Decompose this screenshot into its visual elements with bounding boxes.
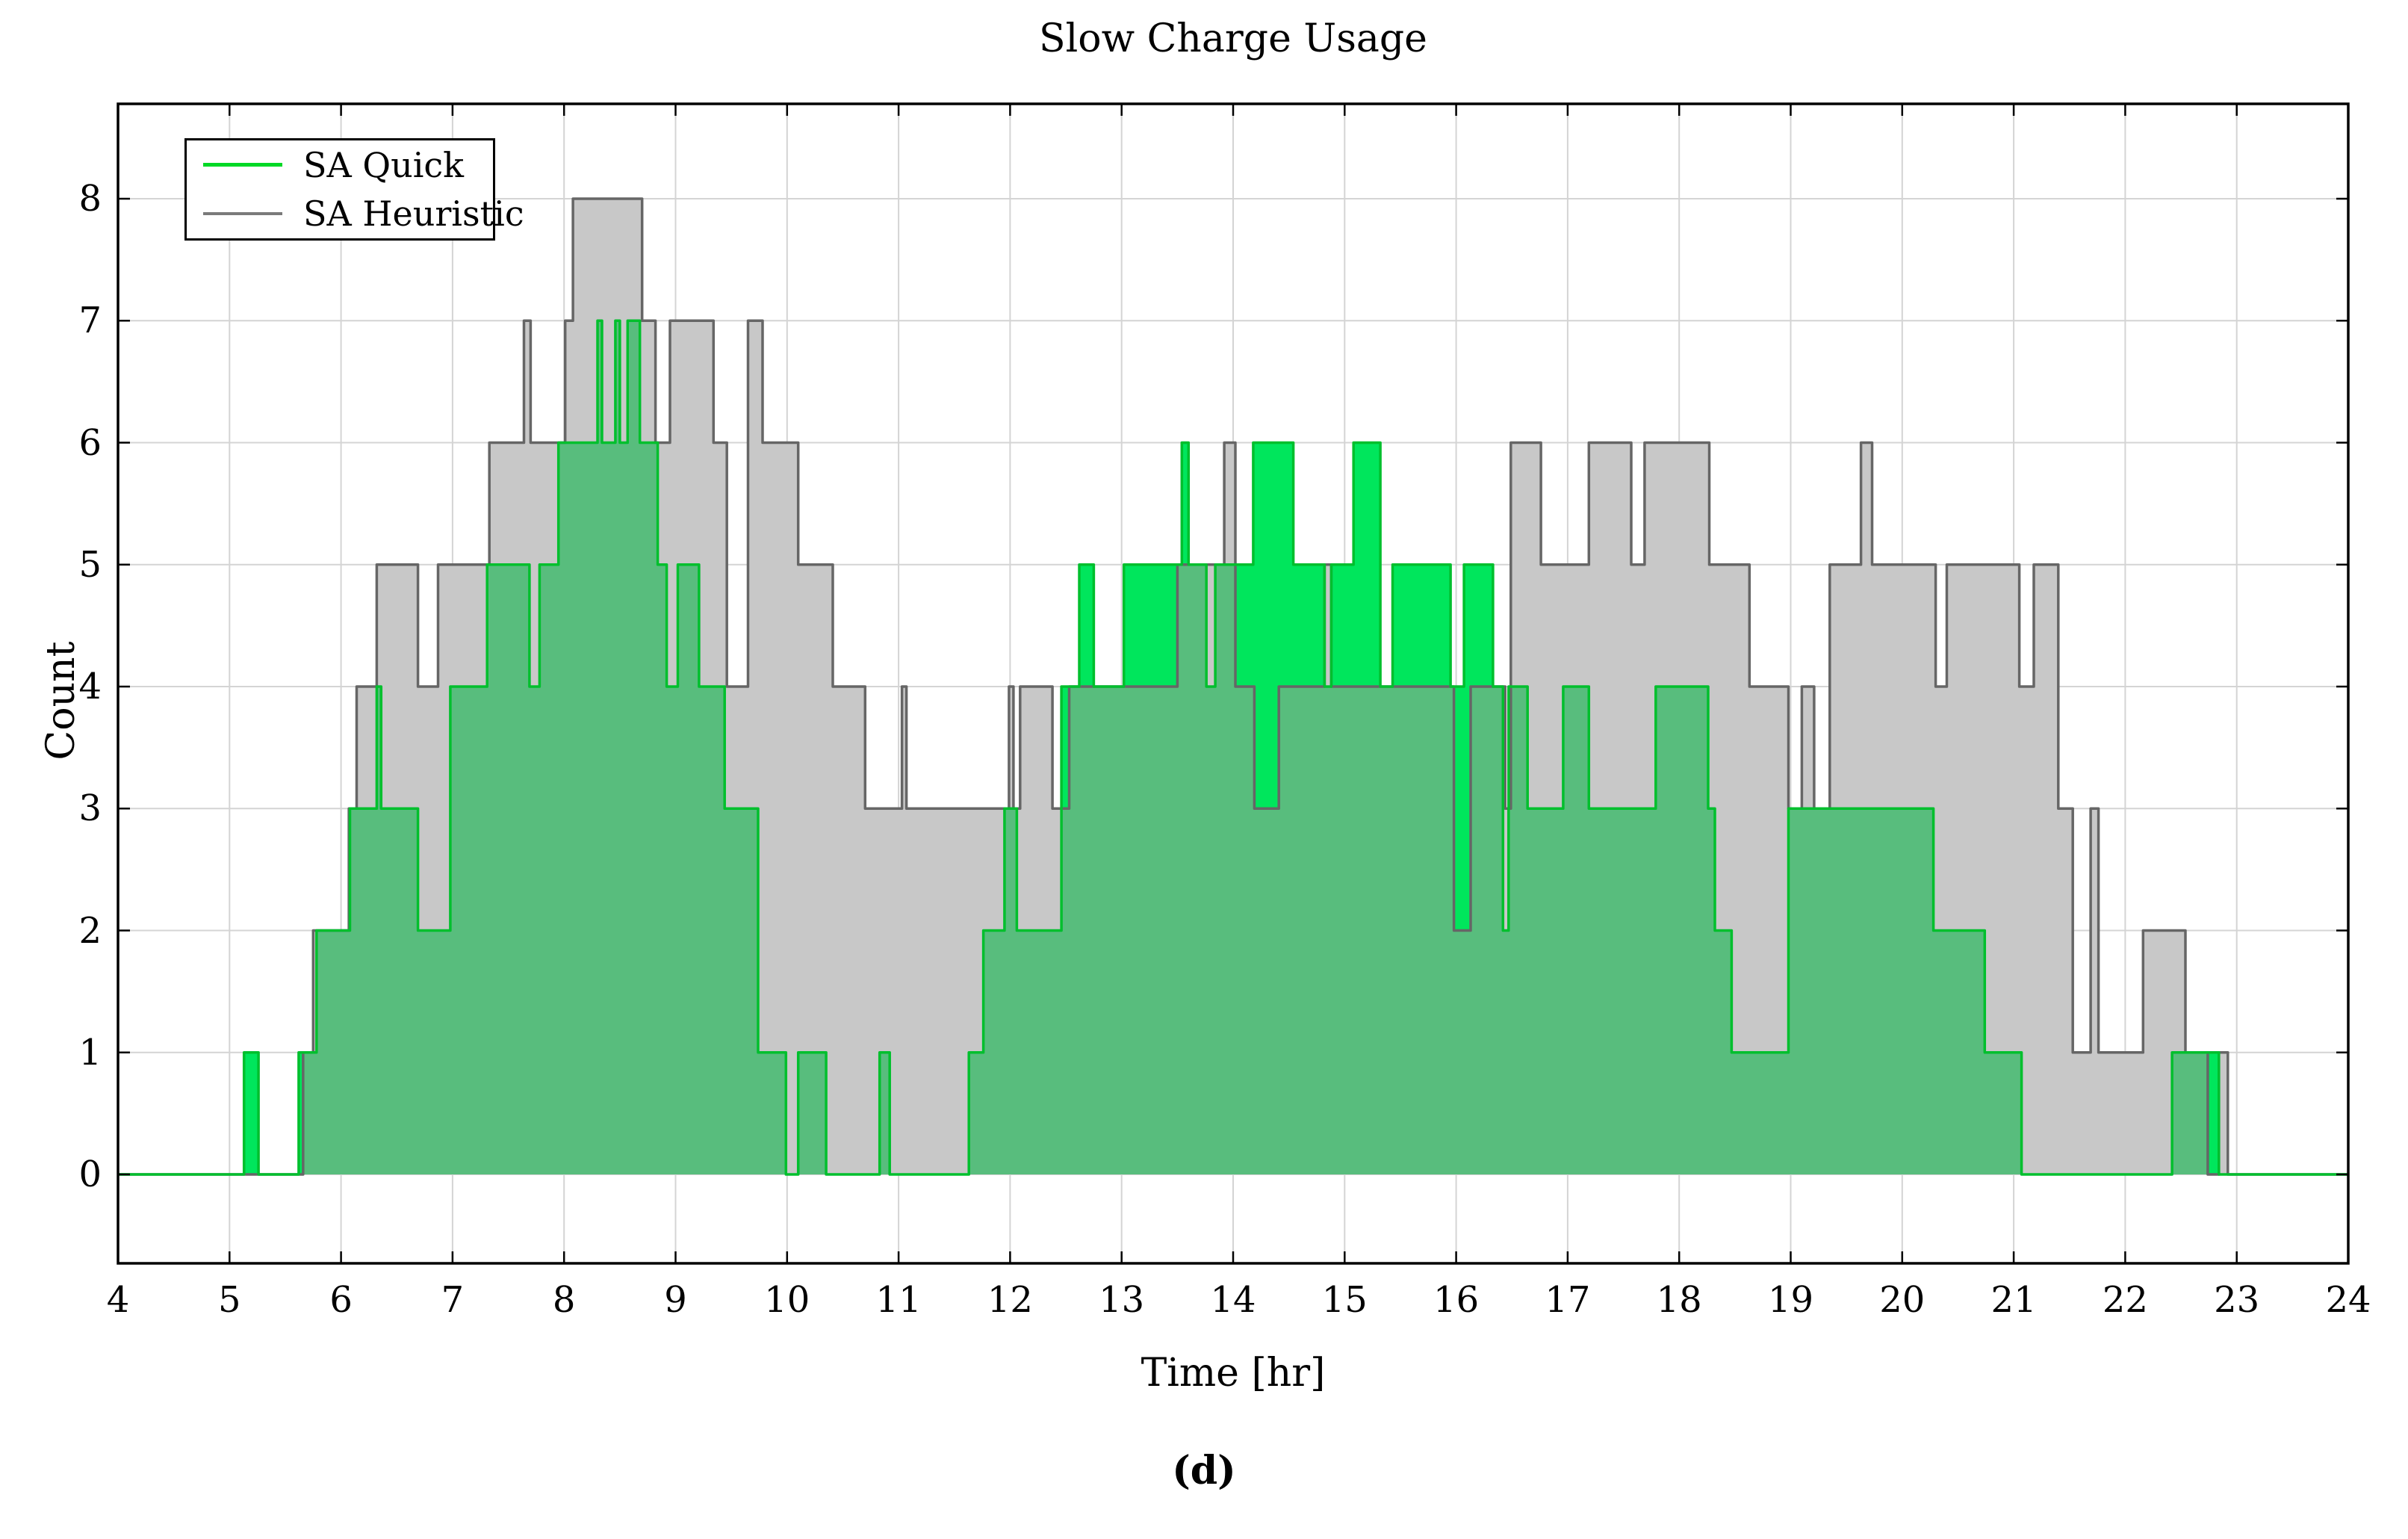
y-tick-label: 8 bbox=[78, 178, 102, 220]
figure-caption: (d) bbox=[1172, 1448, 1236, 1493]
x-tick-label: 21 bbox=[1990, 1279, 2037, 1321]
x-tick-label: 22 bbox=[2102, 1279, 2148, 1321]
x-tick-label: 23 bbox=[2214, 1279, 2260, 1321]
x-tick-label: 4 bbox=[106, 1279, 130, 1321]
x-tick-label: 20 bbox=[1879, 1279, 1926, 1321]
sa-heuristic-line-swatch bbox=[203, 212, 282, 216]
x-tick-label: 16 bbox=[1433, 1279, 1480, 1321]
y-tick-label: 6 bbox=[78, 421, 102, 464]
y-tick-label: 1 bbox=[78, 1031, 102, 1074]
legend-item-sa-quick: SA Quick bbox=[187, 140, 493, 190]
y-tick-label: 5 bbox=[78, 543, 102, 586]
sa-quick-step-line bbox=[118, 319, 2348, 1176]
y-tick-label: 3 bbox=[78, 787, 102, 830]
x-tick-label: 15 bbox=[1321, 1279, 1368, 1321]
legend-label: SA Quick bbox=[303, 144, 465, 185]
x-tick-label: 9 bbox=[664, 1279, 687, 1321]
x-tick-label: 19 bbox=[1767, 1279, 1814, 1321]
x-axis-label: Time [hr] bbox=[1141, 1351, 1326, 1396]
sa-heuristic-area bbox=[118, 199, 2348, 1174]
plot-frame bbox=[117, 102, 2350, 1265]
y-tick-label: 4 bbox=[78, 666, 102, 707]
x-tick-label: 13 bbox=[1099, 1279, 1145, 1321]
x-tick-label: 11 bbox=[875, 1279, 922, 1321]
x-tick-label: 10 bbox=[764, 1279, 810, 1321]
y-tick-label: 2 bbox=[78, 909, 102, 952]
x-tick-label: 14 bbox=[1210, 1279, 1256, 1321]
x-tick-label: 12 bbox=[987, 1279, 1033, 1321]
legend-label: SA Heuristic bbox=[303, 193, 524, 235]
x-tick-label: 24 bbox=[2325, 1279, 2371, 1321]
x-tick-label: 5 bbox=[218, 1279, 241, 1321]
sa-quick-line-swatch bbox=[203, 163, 282, 167]
overlap-area bbox=[118, 321, 2348, 1174]
x-tick-label: 17 bbox=[1545, 1279, 1591, 1321]
legend-box: SA Quick SA Heuristic bbox=[184, 138, 524, 241]
sa-heuristic-step-line bbox=[118, 197, 2348, 1176]
x-tick-label: 8 bbox=[552, 1279, 576, 1321]
y-tick-label: 0 bbox=[78, 1154, 102, 1195]
x-tick-label: 6 bbox=[329, 1279, 353, 1321]
x-tick-label: 7 bbox=[441, 1279, 465, 1321]
x-tick-label: 18 bbox=[1656, 1279, 1702, 1321]
y-tick-label: 7 bbox=[78, 300, 102, 342]
chart-title: Slow Charge Usage bbox=[1039, 16, 1427, 61]
legend-item-sa-heuristic: SA Heuristic bbox=[187, 190, 524, 239]
